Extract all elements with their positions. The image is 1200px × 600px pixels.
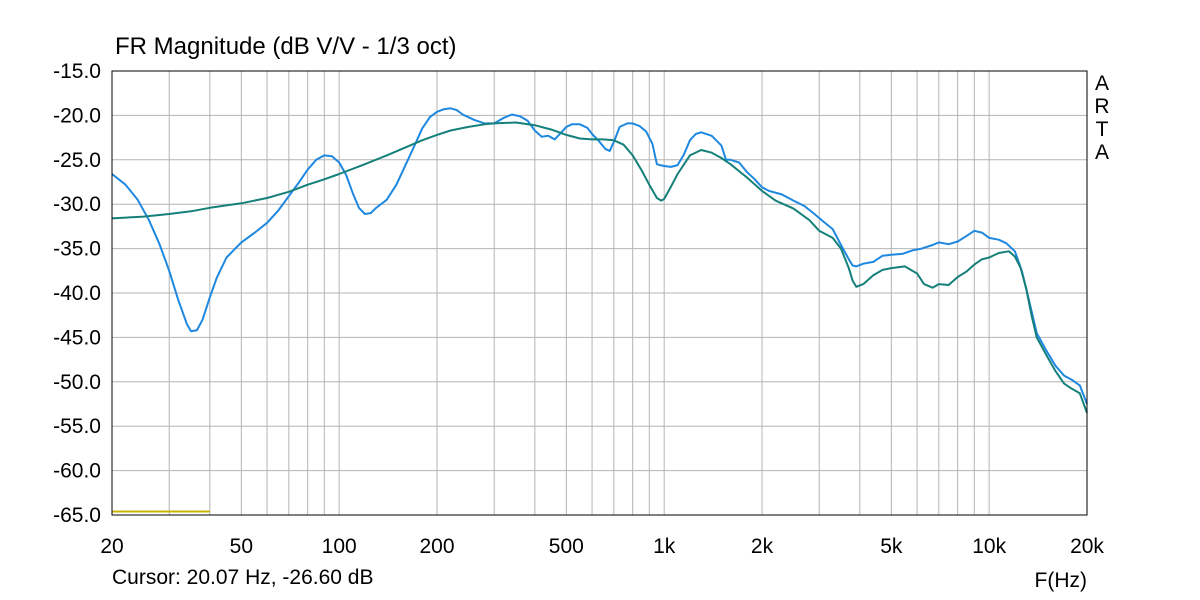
- series-line-2: [111, 121, 1088, 414]
- x-tick-label: 20: [100, 535, 123, 558]
- y-tick-label: -55.0: [53, 415, 101, 438]
- y-tick-label: -60.0: [53, 460, 101, 483]
- series-layer: [111, 107, 1088, 513]
- y-tick-label: -65.0: [53, 504, 101, 527]
- chart-title: FR Magnitude (dB V/V - 1/3 oct): [115, 33, 457, 60]
- y-tick-label: -35.0: [53, 238, 101, 261]
- series-line-1: [111, 107, 1088, 405]
- grid-lines: [112, 71, 1087, 515]
- cursor-readout: Cursor: 20.07 Hz, -26.60 dB: [112, 566, 374, 589]
- x-tick-label: 500: [549, 535, 584, 558]
- y-tick-label: -20.0: [53, 104, 101, 127]
- x-tick-label: 10k: [972, 535, 1006, 558]
- y-tick-label: -25.0: [53, 149, 101, 172]
- x-axis-label: F(Hz): [1035, 569, 1087, 592]
- x-tick-label: 200: [419, 535, 454, 558]
- x-tick-label: 20k: [1070, 535, 1104, 558]
- x-tick-label: 1k: [653, 535, 676, 558]
- y-tick-labels: -15.0 -20.0 -25.0 -30.0 -35.0 -40.0 -45.0 -50.0…: [53, 60, 101, 527]
- y-tick-label: -40.0: [53, 282, 101, 305]
- y-tick-label: -30.0: [53, 193, 101, 216]
- y-tick-label: -45.0: [53, 326, 101, 349]
- x-tick-labels: 20 50 100 200 500 1k 2k 5k 10k 20k: [100, 535, 1104, 558]
- plot-border: [111, 70, 1088, 516]
- x-tick-label: 2k: [751, 535, 774, 558]
- x-tick-label: 5k: [880, 535, 903, 558]
- x-tick-label: 100: [322, 535, 357, 558]
- brand-letter: R: [1094, 95, 1110, 118]
- brand-label: A R T A: [1092, 72, 1112, 164]
- y-tick-label: -50.0: [53, 371, 101, 394]
- brand-letter: A: [1094, 72, 1109, 95]
- x-tick-label: 50: [230, 535, 253, 558]
- plot-frame: [111, 70, 1088, 516]
- brand-letter: A: [1094, 141, 1109, 164]
- brand-letter: T: [1095, 118, 1109, 141]
- y-tick-label: -15.0: [53, 60, 101, 83]
